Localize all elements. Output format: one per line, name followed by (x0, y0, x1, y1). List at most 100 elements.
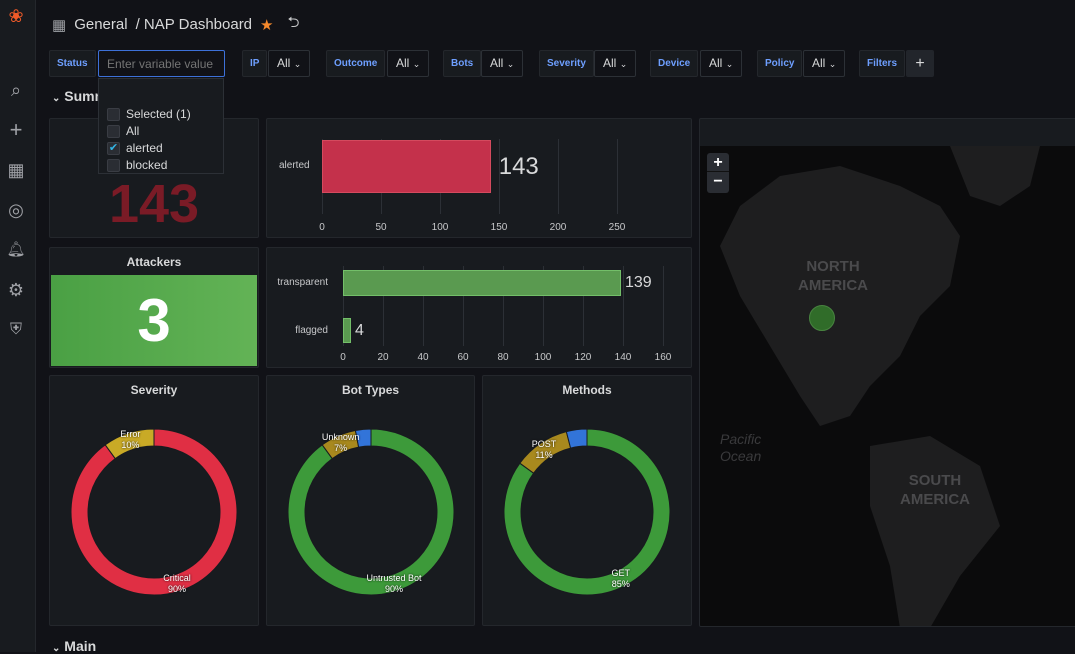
severity-select-value: All (603, 56, 617, 70)
grid-line (423, 266, 424, 346)
status-stat-value: 143 (108, 174, 200, 234)
grafana-logo-icon[interactable]: ❀ (8, 6, 24, 26)
world-map[interactable] (700, 146, 1075, 627)
slice-name: POST (531, 438, 557, 449)
checkbox[interactable] (107, 124, 120, 138)
plus-icon[interactable]: + (9, 117, 23, 142)
bar-label: transparent (277, 277, 328, 288)
axis-tick-label: 60 (457, 352, 469, 363)
settings-gear-icon[interactable]: ⚙ (7, 280, 25, 300)
slice-percent: 11% (535, 449, 553, 460)
variable-label-status: Status (49, 50, 96, 77)
grid-line (617, 139, 618, 214)
slice-percent: 85% (611, 579, 630, 590)
shield-icon[interactable]: ⛨ (9, 321, 22, 338)
outcome-select-value: All (396, 56, 410, 70)
grid-line (663, 266, 664, 346)
device-select[interactable]: All ⌄ (700, 50, 743, 77)
dropdown-option-blocked[interactable]: blocked (107, 158, 167, 172)
option-label: All (126, 124, 140, 138)
axis-tick-label: 40 (417, 352, 429, 363)
search-icon[interactable]: ⌕ (10, 80, 22, 100)
share-icon[interactable]: ⮌ (287, 14, 300, 31)
chevron-down-icon: ⌄ (52, 643, 61, 654)
status-dropdown-menu: Selected (1) All ✔ alerted blocked (98, 78, 224, 174)
dashboards-grid-icon: ▦ (52, 16, 67, 34)
attackers-stat-value: 3 (51, 275, 257, 366)
row-main-title: Main (64, 638, 97, 654)
variable-label-outcome: Outcome (326, 50, 386, 77)
grid-line (543, 266, 544, 346)
bot-types-pie-panel: Bot Types Untrusted Bot 90% Unknown 7% (266, 375, 475, 626)
bar (343, 270, 621, 296)
checkbox[interactable] (107, 107, 120, 121)
chevron-down-icon: ⌄ (412, 59, 421, 69)
page-title[interactable]: NAP Dashboard (143, 16, 253, 33)
outcome-select[interactable]: All ⌄ (387, 50, 430, 77)
variable-label-ip: IP (242, 50, 268, 77)
donut-chart (70, 428, 238, 596)
alerting-bell-icon[interactable]: 🔔︎ (6, 241, 26, 258)
grid-line (503, 266, 504, 346)
donut-slice-label: POST 11% (532, 439, 557, 461)
donut-slice[interactable] (104, 428, 155, 460)
bar-value-label: 4 (355, 322, 364, 339)
slice-percent: 90% (168, 583, 187, 594)
world-map-panel[interactable]: NORTH AMERICA Pacific Ocean SOUTH AMERIC… (699, 118, 1075, 627)
ip-select[interactable]: All ⌄ (268, 50, 311, 77)
axis-tick-label: 0 (340, 352, 346, 363)
slice-name: Unknown (321, 431, 360, 442)
star-icon[interactable]: ★ (260, 16, 274, 34)
slice-percent: 7% (334, 442, 348, 453)
variable-label-severity: Severity (539, 50, 594, 77)
donut-slice[interactable] (70, 428, 238, 596)
donut-slice[interactable] (354, 428, 372, 448)
checkmark-icon[interactable]: ✔ (107, 141, 120, 155)
dashboards-icon[interactable]: ▦ (7, 160, 25, 180)
explore-compass-icon[interactable]: ◎ (8, 200, 24, 220)
checkbox[interactable] (107, 158, 120, 172)
slice-name: Critical (163, 572, 191, 583)
slice-percent: 10% (121, 440, 140, 451)
map-marker[interactable] (809, 305, 835, 331)
ip-select-value: All (277, 56, 291, 70)
slice-name: Error (120, 429, 141, 440)
add-filter-button[interactable]: + (906, 50, 934, 77)
donut-slice[interactable] (565, 428, 588, 449)
donut-slice-label: Critical 90% (163, 573, 191, 595)
axis-tick-label: 160 (654, 352, 672, 363)
donut-slice-label: GET 85% (612, 568, 631, 590)
variable-label-policy: Policy (757, 50, 803, 77)
axis-tick-label: 0 (319, 222, 325, 233)
row-main[interactable]: ⌄ Main (52, 638, 96, 654)
severity-select[interactable]: All ⌄ (594, 50, 637, 77)
axis-tick-label: 20 (377, 352, 389, 363)
bar-value-label: 139 (625, 274, 652, 291)
bots-select[interactable]: All ⌄ (481, 50, 524, 77)
map-zoom-out-button[interactable]: − (713, 173, 723, 190)
greenland-land (950, 146, 1040, 206)
map-label-pacific-ocean: Pacific Ocean (720, 431, 762, 464)
axis-tick-label: 100 (534, 352, 552, 363)
map-label-south-america: SOUTH AMERICA (900, 472, 970, 508)
breadcrumb-folder[interactable]: General (74, 16, 128, 33)
policy-select[interactable]: All ⌄ (803, 50, 846, 77)
dropdown-option-all[interactable]: All (107, 124, 139, 138)
severity-pie-panel: Severity Critical 90% Error 10% (49, 375, 259, 626)
panel-title: Methods (562, 383, 612, 397)
status-variable-input[interactable] (98, 50, 225, 77)
dropdown-option-alerted[interactable]: ✔ alerted (107, 141, 163, 155)
axis-tick-label: 120 (574, 352, 592, 363)
donut-slice[interactable] (503, 428, 671, 596)
sidebar: ❀ ⌕ + ▦ ◎ 🔔︎ ⚙ ⛨ (0, 0, 36, 652)
grid-line (499, 139, 500, 214)
donut-slice[interactable] (287, 428, 455, 596)
dropdown-selected-toggle[interactable]: Selected (1) (107, 107, 191, 121)
north-america-land (720, 166, 960, 426)
map-zoom-in-button[interactable]: + (707, 153, 729, 172)
grid-line (343, 266, 344, 346)
slice-percent: 90% (385, 583, 404, 594)
bar (322, 140, 491, 193)
donut-chart (287, 428, 455, 596)
map-label-north-america: NORTH AMERICA (798, 258, 868, 294)
